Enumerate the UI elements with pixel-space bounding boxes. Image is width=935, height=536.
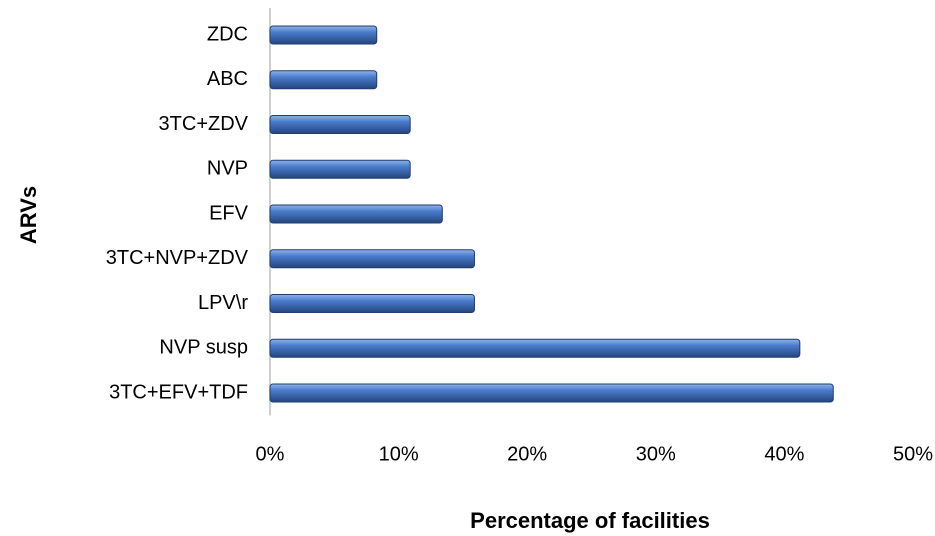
y-tick-label: 3TC+ZDV [159, 113, 249, 135]
y-tick-label: ABC [207, 68, 248, 90]
y-tick-label: 3TC+NVP+ZDV [106, 247, 249, 269]
y-tick-label: 3TC+EFV+TDF [109, 381, 248, 403]
bar [269, 294, 475, 314]
y-tick-label: LPV\r [198, 292, 248, 314]
bar [269, 114, 411, 134]
x-tick-label: 0% [256, 443, 285, 465]
y-tick-label: NVP susp [159, 337, 248, 359]
bar [269, 383, 834, 403]
bar [269, 338, 801, 358]
x-tick-label: 40% [764, 443, 804, 465]
x-tick-label: 30% [636, 443, 676, 465]
bar [269, 159, 411, 179]
bar [269, 70, 378, 90]
x-axis-label: Percentage of facilities [470, 508, 710, 533]
x-tick-label: 10% [379, 443, 419, 465]
y-tick-label: EFV [209, 202, 249, 224]
bar [269, 249, 475, 269]
y-tick-label: ZDC [207, 23, 248, 45]
y-axis-label: ARVs [16, 186, 41, 244]
x-tick-label: 20% [507, 443, 547, 465]
y-tick-label: NVP [207, 158, 248, 180]
bar [269, 25, 378, 45]
x-tick-label: 50% [893, 443, 933, 465]
bar [269, 204, 443, 224]
